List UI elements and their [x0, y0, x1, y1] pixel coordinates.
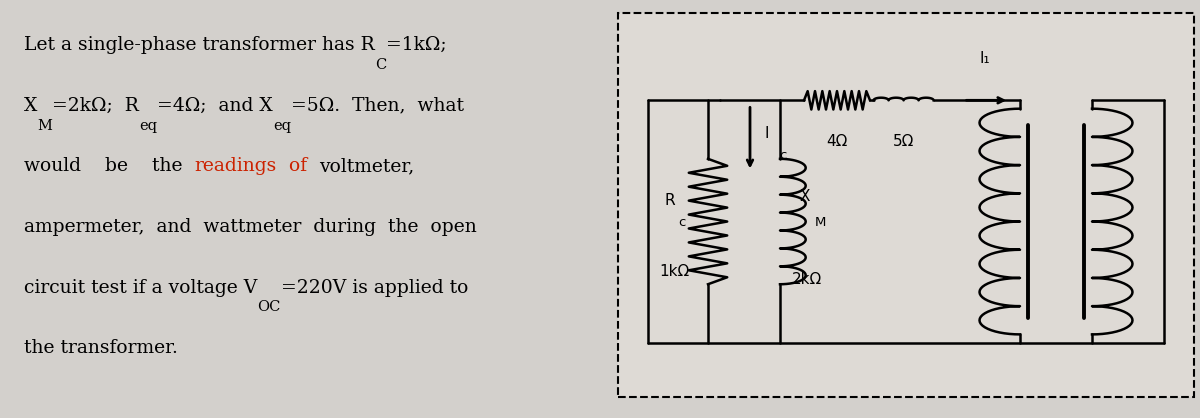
Text: readings: readings	[194, 158, 277, 176]
Text: 5Ω: 5Ω	[893, 134, 914, 149]
Text: I₁: I₁	[980, 51, 990, 66]
Text: M: M	[37, 119, 53, 133]
Text: =1kΩ;: =1kΩ;	[386, 36, 446, 54]
Text: 4Ω: 4Ω	[827, 134, 847, 149]
Text: of: of	[277, 158, 319, 176]
Text: X: X	[24, 97, 37, 115]
Text: OC: OC	[257, 301, 281, 314]
Text: M: M	[815, 216, 826, 229]
Text: Let a single-phase transformer has R: Let a single-phase transformer has R	[24, 36, 374, 54]
Text: =5Ω.  Then,  what: =5Ω. Then, what	[290, 97, 464, 115]
Text: voltmeter,: voltmeter,	[319, 158, 414, 176]
Text: the transformer.: the transformer.	[24, 339, 178, 357]
Bar	[618, 13, 1194, 397]
Text: c: c	[779, 149, 786, 162]
Text: c: c	[678, 216, 685, 229]
Text: =4Ω;  and X: =4Ω; and X	[157, 97, 272, 115]
Text: =2kΩ;  R: =2kΩ; R	[53, 97, 139, 115]
Text: C: C	[374, 58, 386, 72]
Text: X: X	[799, 189, 810, 204]
Text: I: I	[764, 126, 769, 141]
Text: =220V is applied to: =220V is applied to	[281, 279, 468, 297]
Text: 2kΩ: 2kΩ	[792, 272, 822, 287]
Text: eq: eq	[272, 119, 290, 133]
Text: circuit test if a voltage V: circuit test if a voltage V	[24, 279, 257, 297]
Text: would    be    the: would be the	[24, 158, 194, 176]
Text: R: R	[665, 193, 674, 208]
Text: eq: eq	[139, 119, 157, 133]
Text: ampermeter,  and  wattmeter  during  the  open: ampermeter, and wattmeter during the ope…	[24, 218, 476, 236]
Text: 1kΩ: 1kΩ	[659, 264, 690, 279]
